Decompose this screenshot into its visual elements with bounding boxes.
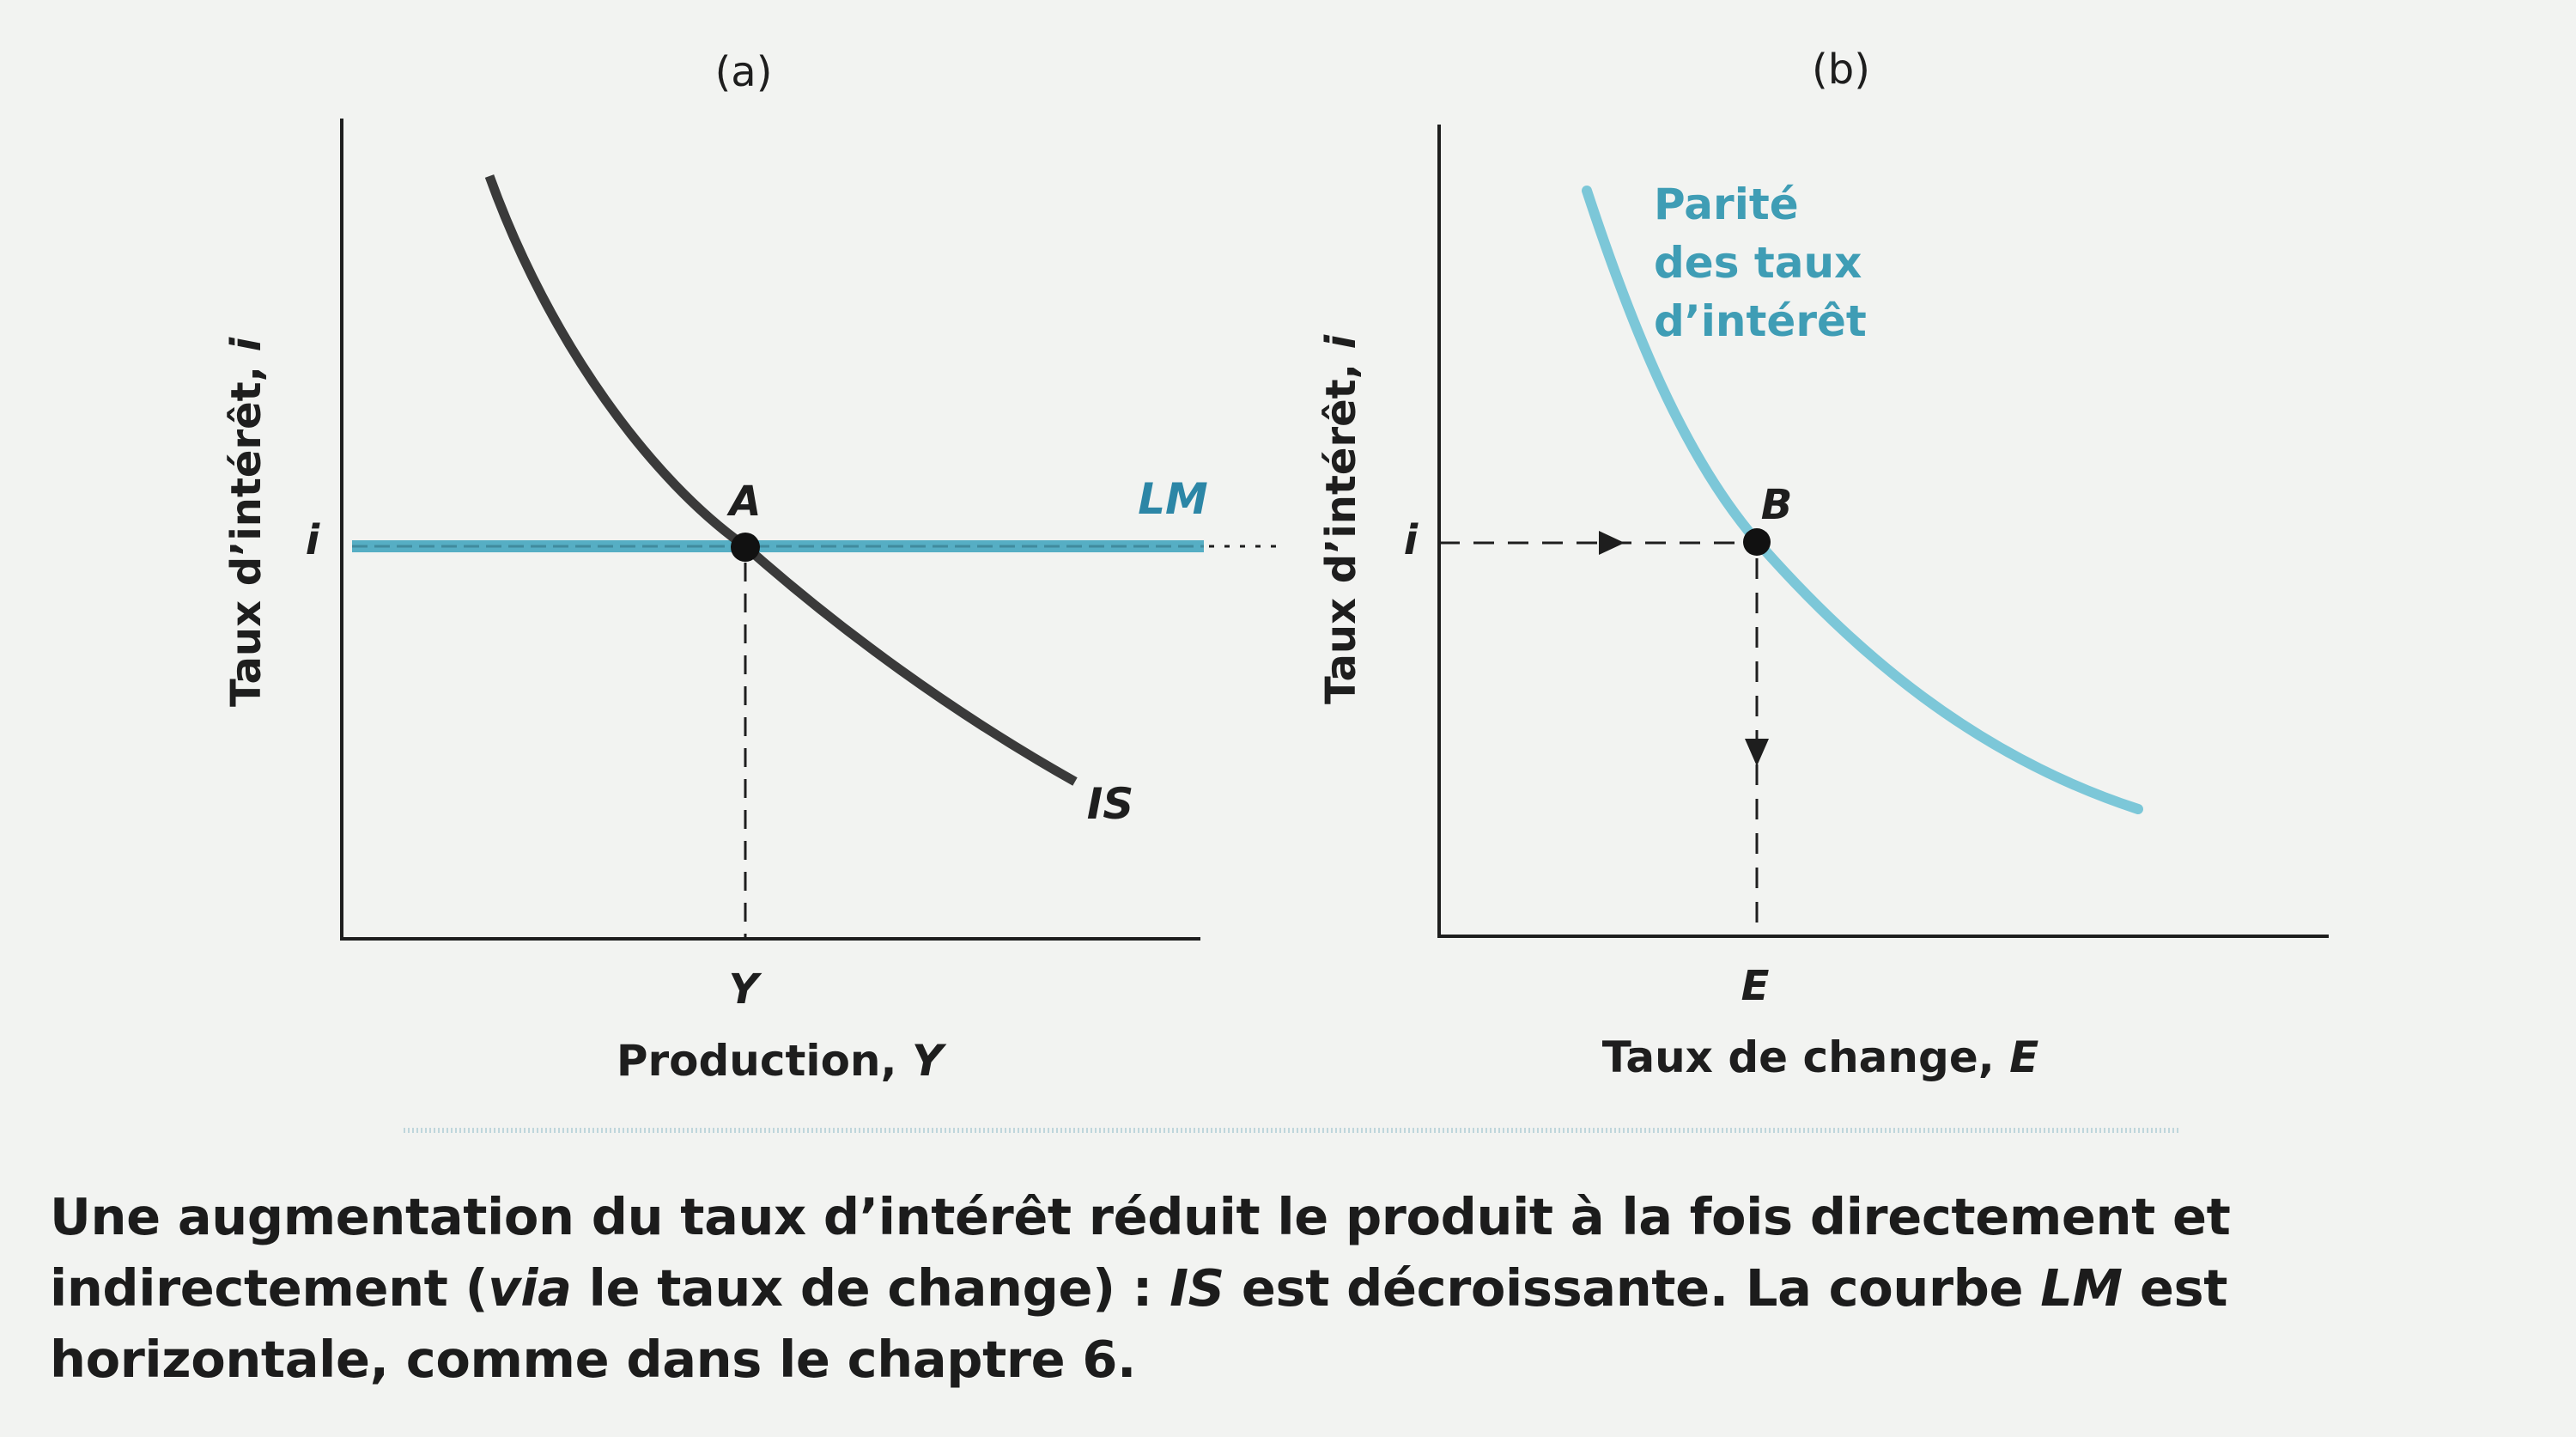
caption-part-3: le taux de change) : [571, 1258, 1170, 1318]
is-label: IS [1087, 779, 1134, 829]
parity-label: Parité des taux d’intérêt [1654, 180, 1877, 346]
caption-via: via [488, 1258, 572, 1318]
parity-label-line-1: Parité [1654, 180, 1799, 229]
panel-b-x-tick-e: E [1741, 962, 1770, 1010]
panel-a-y-axis-label-symbol: i [222, 337, 270, 351]
panel-a: (a) Taux d’intérêt, i A LM IS i Y Produc… [222, 48, 1284, 1086]
caption-part-1: Une augmentation du taux d’intérêt rédui… [50, 1187, 2231, 1318]
lm-label: LM [1138, 474, 1208, 524]
parity-label-line-3: d’intérêt [1654, 296, 1867, 346]
panel-b-label: (b) [1812, 46, 1870, 94]
point-a-label: A [726, 478, 761, 526]
panel-b: (b) Taux d’intérêt, i B Parité des taux … [1317, 46, 2329, 1082]
panel-b-x-axis-label-text: Taux de change, [1602, 1032, 1995, 1082]
panel-a-x-axis-label-text: Production, [617, 1036, 897, 1086]
caption-part-7: est horizontale, comme dans le chaptre 6… [50, 1258, 2228, 1389]
panel-a-label: (a) [715, 48, 773, 96]
point-a [731, 533, 760, 562]
caption-part-5: est décroissante. La courbe [1224, 1258, 2041, 1318]
panel-b-x-axis-label-symbol: E [2009, 1032, 2038, 1082]
is-curve [484, 174, 1078, 786]
panel-a-x-tick-y: Y [729, 965, 762, 1014]
caption-lm: LM [2040, 1258, 2123, 1318]
panel-b-y-tick-i: i [1404, 516, 1419, 564]
figure-caption: Une augmentation du taux d’intérêt rédui… [50, 1181, 2523, 1395]
caption-is: IS [1170, 1258, 1224, 1318]
panel-a-x-axis-label: Production, Y [617, 1036, 947, 1086]
panel-b-y-axis-label-symbol: i [1317, 334, 1365, 349]
panel-b-y-axis-label-text: Taux d’intérêt, [1317, 363, 1365, 704]
panel-b-y-axis-label: Taux d’intérêt, i [1317, 334, 1365, 704]
panel-a-x-axis-label-symbol: Y [912, 1036, 947, 1086]
panel-b-x-axis-label: Taux de change, E [1602, 1032, 2039, 1082]
right-arrow-icon [1599, 531, 1625, 555]
parity-label-line-2: des taux [1654, 238, 1862, 288]
panel-a-y-axis-label-text: Taux d’intérêt, [222, 366, 270, 707]
panel-a-y-axis-label: Taux d’intérêt, i [222, 337, 270, 707]
down-arrow-icon [1745, 739, 1769, 766]
point-b [1743, 528, 1771, 556]
point-b-label: B [1761, 481, 1793, 529]
panel-a-y-tick-i: i [306, 516, 320, 564]
